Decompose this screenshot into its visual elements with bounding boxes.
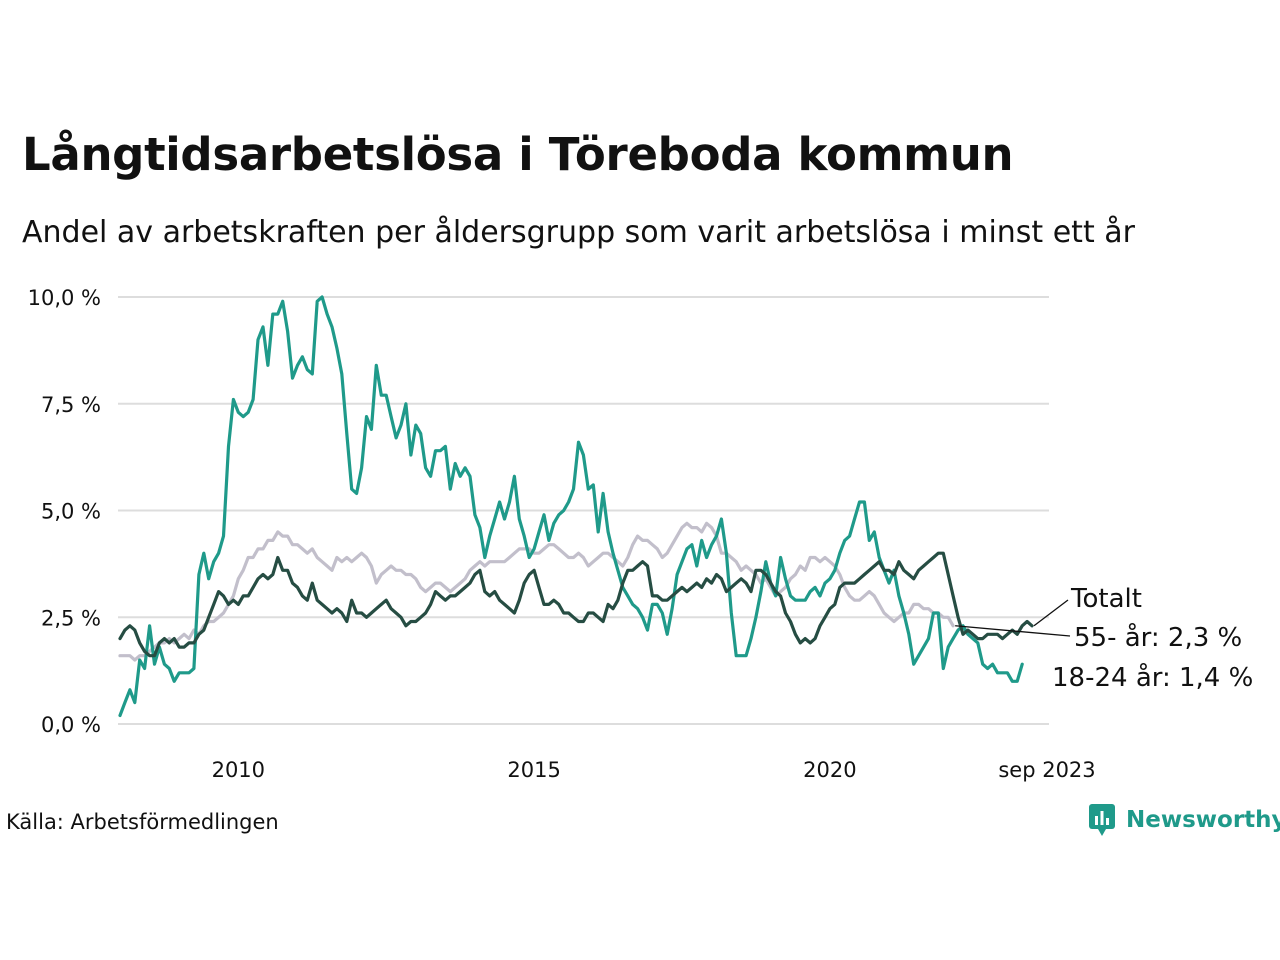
series-line-totalt bbox=[118, 551, 1034, 658]
source-note: Källa: Arbetsförmedlingen bbox=[6, 810, 279, 834]
brand-logo: Newsworthy bbox=[1088, 803, 1280, 837]
y-tick-label: 7,5 % bbox=[41, 393, 101, 417]
x-tick-label: sep 2023 bbox=[998, 758, 1095, 782]
series-line-age18_24 bbox=[118, 295, 1024, 718]
series-line-age55 bbox=[118, 521, 955, 662]
x-tick-label: 2020 bbox=[803, 758, 856, 782]
label-layer: 55- år: 2,3 % 18-24 år: 1,4 % Totalt bbox=[955, 584, 1253, 693]
grid-layer: 0,0 % 2,5 % 5,0 % 7,5 % 10,0 % 2010 2015 2020 se… bbox=[28, 286, 1096, 782]
end-label-age18_24: 18-24 år: 1,4 % bbox=[1052, 662, 1253, 693]
series-layer bbox=[118, 295, 1034, 718]
y-tick-label: 0,0 % bbox=[41, 713, 101, 737]
chart-subtitle: Andel av arbetskraften per åldersgrupp s… bbox=[22, 215, 1135, 250]
y-tick-label: 5,0 % bbox=[41, 500, 101, 524]
x-tick-label: 2010 bbox=[212, 758, 265, 782]
x-tick-label: 2015 bbox=[507, 758, 560, 782]
end-label-age55: 55- år: 2,3 % bbox=[1074, 622, 1242, 653]
y-tick-label: 2,5 % bbox=[41, 606, 101, 630]
leader-line-age55 bbox=[955, 625, 1071, 637]
y-tick-label: 10,0 % bbox=[28, 286, 101, 310]
leader-line-totalt bbox=[1033, 599, 1069, 627]
brand-name: Newsworthy bbox=[1126, 807, 1280, 833]
newsworthy-icon bbox=[1089, 804, 1115, 836]
chart-title: Långtidsarbetslösa i Töreboda kommun bbox=[22, 128, 1014, 181]
end-label-totalt: Totalt bbox=[1070, 584, 1142, 614]
